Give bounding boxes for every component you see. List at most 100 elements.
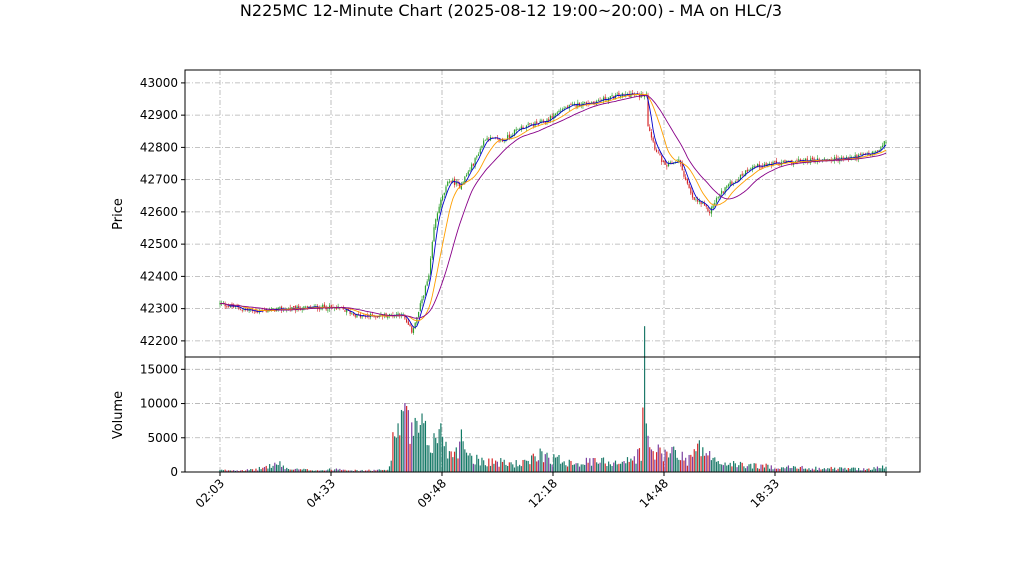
volume-bar bbox=[633, 456, 635, 472]
candle-body bbox=[683, 171, 685, 177]
volume-bar bbox=[512, 464, 514, 472]
volume-bar bbox=[385, 470, 387, 472]
volume-bar bbox=[813, 469, 815, 472]
candle-body bbox=[224, 304, 226, 307]
candle-body bbox=[846, 156, 848, 158]
candle-body bbox=[325, 307, 327, 310]
volume-bar bbox=[799, 466, 801, 472]
candle-body bbox=[727, 184, 730, 187]
candle-body bbox=[433, 227, 435, 242]
volume-bar bbox=[566, 466, 569, 472]
candle-body bbox=[513, 129, 516, 136]
volume-bar bbox=[368, 469, 370, 472]
candle-body bbox=[272, 308, 274, 309]
volume-bar bbox=[322, 470, 324, 472]
candle-body bbox=[460, 184, 463, 190]
candle-body bbox=[351, 313, 353, 315]
candle-body bbox=[664, 161, 666, 165]
volume-bar bbox=[554, 457, 557, 472]
volume-bar bbox=[282, 465, 284, 472]
candle-body bbox=[597, 100, 599, 101]
volume-bar bbox=[743, 466, 745, 472]
price-grid bbox=[185, 70, 920, 357]
volume-bar bbox=[364, 470, 367, 472]
volume-bar bbox=[643, 326, 646, 472]
candle-body bbox=[702, 203, 704, 205]
volume-bar bbox=[551, 464, 553, 472]
volume-bar bbox=[794, 466, 796, 472]
volume-bar bbox=[686, 465, 688, 472]
volume-bar bbox=[248, 470, 250, 472]
volume-bar bbox=[731, 466, 733, 472]
volume-bar bbox=[842, 468, 844, 472]
candle-body bbox=[673, 163, 675, 165]
volume-bar bbox=[736, 467, 738, 472]
candle-body bbox=[577, 102, 579, 108]
candle-body bbox=[361, 315, 363, 318]
candle-body bbox=[832, 160, 834, 162]
volume-bar bbox=[863, 468, 865, 472]
candle-body bbox=[424, 285, 427, 296]
volume-bar bbox=[570, 460, 572, 472]
candle-body bbox=[409, 324, 411, 327]
candle-body bbox=[459, 183, 461, 189]
candle-body bbox=[880, 146, 882, 150]
price-panel: 42200 42300 42400 42500 42600 42700 42800 42900… bbox=[111, 69, 921, 358]
candle-body bbox=[407, 321, 409, 325]
candle-body bbox=[306, 306, 308, 308]
volume-bar bbox=[748, 464, 750, 472]
volume-bar bbox=[542, 462, 545, 472]
volume-bar bbox=[496, 461, 498, 472]
candle-body bbox=[380, 314, 382, 316]
candle-body bbox=[500, 139, 502, 141]
volume-bar bbox=[664, 449, 666, 472]
volume-bar bbox=[520, 466, 522, 472]
candle-body bbox=[661, 155, 663, 162]
volume-bar bbox=[688, 454, 690, 472]
volume-bar bbox=[224, 469, 226, 472]
candle-body bbox=[691, 192, 694, 198]
volume-bar bbox=[883, 468, 885, 472]
volume-bar bbox=[717, 461, 719, 472]
volume-bar bbox=[592, 458, 594, 472]
volume-bar bbox=[789, 468, 791, 472]
candle-body bbox=[553, 114, 555, 119]
volume-bar bbox=[524, 459, 526, 472]
volume-bar bbox=[549, 463, 552, 472]
volume-bar bbox=[881, 465, 884, 472]
volume-y-label: Volume bbox=[111, 391, 126, 439]
candle-body bbox=[404, 315, 406, 319]
volume-bar bbox=[477, 458, 480, 472]
candle-body bbox=[578, 102, 581, 107]
volume-bar bbox=[474, 464, 476, 472]
candle-body bbox=[388, 313, 391, 316]
volume-bar bbox=[667, 457, 670, 472]
volume-bar bbox=[705, 453, 707, 472]
volume-bar bbox=[310, 470, 312, 472]
candle-body bbox=[421, 299, 423, 304]
volume-bar bbox=[834, 467, 836, 472]
price-y-ticks: 42200 42300 42400 42500 42600 42700 42800 42900… bbox=[140, 76, 185, 348]
candle-body bbox=[618, 93, 620, 96]
volume-bar bbox=[325, 470, 327, 472]
volume-bar bbox=[262, 467, 264, 472]
volume-bar bbox=[679, 460, 682, 472]
candle-body bbox=[775, 160, 778, 164]
volume-bar bbox=[647, 435, 649, 472]
candle-body bbox=[762, 166, 764, 168]
candle-body bbox=[448, 181, 451, 183]
x-tick-label: 04:33 bbox=[304, 476, 338, 510]
volume-bar bbox=[515, 460, 517, 472]
volume-bar bbox=[844, 467, 846, 472]
volume-bar bbox=[635, 463, 637, 472]
candle-body bbox=[541, 120, 543, 122]
volume-bar bbox=[864, 470, 867, 472]
x-tick-label: 12:18 bbox=[526, 476, 560, 510]
volume-bar bbox=[239, 470, 242, 472]
volume-bar bbox=[676, 457, 678, 472]
volume-bar bbox=[840, 467, 843, 472]
candle-body bbox=[697, 199, 699, 202]
candle-body bbox=[722, 191, 724, 193]
candle-body bbox=[481, 145, 483, 149]
volume-bars bbox=[219, 326, 887, 472]
